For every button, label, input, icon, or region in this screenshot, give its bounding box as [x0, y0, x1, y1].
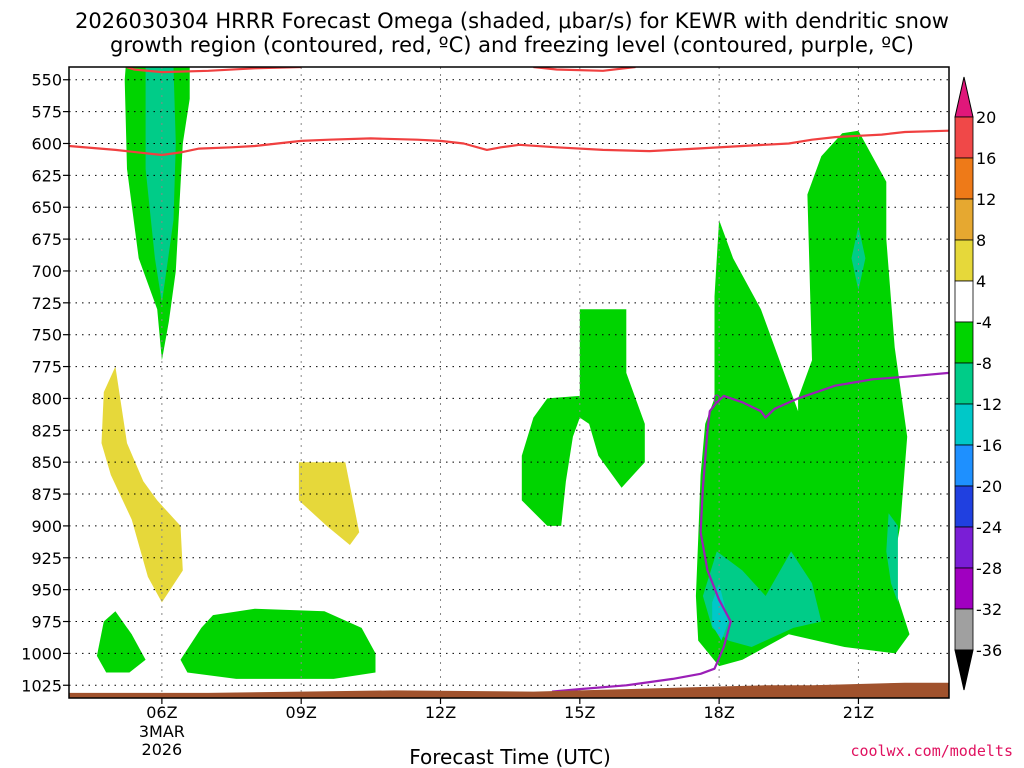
colorbar-band-8 [954, 444, 974, 487]
upward-motion-21z-tower-core [851, 226, 866, 291]
chart-title-line-1: 2026030304 HRRR Forecast Omega (shaded, … [75, 9, 949, 33]
plot-area: 0 [69, 67, 949, 698]
x-tick-label-15: 15Z [564, 703, 595, 722]
y-tick-label-675: 675 [31, 230, 62, 249]
colorbar-label-12: -32 [976, 600, 1002, 619]
y-tick-label-700: 700 [31, 262, 62, 281]
colorbar-band-5 [954, 321, 974, 364]
colorbar-band-6 [954, 362, 974, 405]
colorbar-label-8: -16 [976, 436, 1002, 455]
colorbar-band-1 [954, 157, 974, 200]
upward-motion-high-06z-core [145, 67, 176, 303]
dendritic-growth-upper-mid [533, 67, 636, 72]
omega-shaded-regions [96, 67, 910, 679]
contour-lines: 0 [69, 67, 949, 693]
y-tick-label-925: 925 [31, 549, 62, 568]
colorbar-label-7: -12 [976, 395, 1002, 414]
colorbar-bottom-arrow [954, 649, 974, 691]
colorbar-top-arrow [954, 76, 974, 118]
ground [69, 682, 949, 698]
y-tick-label-725: 725 [31, 294, 62, 313]
y-tick-label-875: 875 [31, 485, 62, 504]
y-tick-label-550: 550 [31, 71, 62, 90]
x-tick-label-12: 12Z [425, 703, 456, 722]
colorbar-label-2: 12 [976, 190, 996, 209]
y-tick-label-825: 825 [31, 421, 62, 440]
dendritic-growth-lower [69, 129, 949, 157]
colorbar-band-11 [954, 567, 974, 610]
y-tick-label-950: 950 [31, 581, 62, 600]
credit-text: coolwx.com/modelts [850, 742, 1013, 760]
x-tick-label-6: 06Z [146, 703, 177, 722]
x-axis-label: Forecast Time (UTC) [409, 745, 611, 768]
colorbar-label-13: -36 [976, 641, 1002, 660]
y-tick-label-1025: 1025 [21, 676, 62, 695]
colorbar-label-3: 8 [976, 231, 986, 250]
colorbar-label-4: 4 [976, 272, 986, 291]
y-tick-label-850: 850 [31, 453, 62, 472]
y-tick-label-900: 900 [31, 517, 62, 536]
colorbar-label-5: -4 [976, 313, 992, 332]
upward-motion-18z-low-core [702, 551, 822, 647]
downward-motion-09z [298, 462, 360, 545]
colorbar-band-4 [954, 280, 974, 323]
y-tick-label-600: 600 [31, 134, 62, 153]
colorbar-label-10: -24 [976, 518, 1002, 537]
chart-title-line-2: growth region (contoured, red, ºC) and f… [110, 33, 914, 57]
y-tick-label-1000: 1000 [21, 644, 62, 663]
downward-motion-06z [101, 366, 183, 603]
x-tick-date-year: 2026 [142, 740, 183, 759]
x-tick-date-month: 3MAR [139, 722, 185, 741]
colorbar: 20 16 12 8 4 -4 -8 -12 -16 -20 -24 -28 -32 -36 [954, 76, 1002, 691]
y-tick-label-775: 775 [31, 358, 62, 377]
y-axis-ticks: 550 575 600 625 650 675 700 725 750 775 800 825 850 8… [21, 71, 69, 695]
colorbar-band-9 [954, 485, 974, 528]
x-tick-label-21: 21Z [843, 703, 874, 722]
upward-motion-low-05z [96, 611, 146, 673]
colorbar-label-6: -8 [976, 354, 992, 373]
y-tick-label-750: 750 [31, 326, 62, 345]
x-tick-label-9: 09Z [286, 703, 317, 722]
upward-motion-low-08z [180, 608, 376, 679]
upward-motion-15z [521, 309, 645, 526]
colorbar-label-9: -20 [976, 477, 1002, 496]
colorbar-band-10 [954, 526, 974, 569]
dendritic-growth-upper-left [126, 67, 302, 74]
colorbar-label-1: 16 [976, 149, 996, 168]
y-tick-label-975: 975 [31, 613, 62, 632]
contour-label-0: 0 [713, 393, 721, 407]
colorbar-label-0: 20 [976, 108, 996, 127]
colorbar-band-7 [954, 403, 974, 446]
upward-motion-21z-low-core [886, 513, 898, 603]
upward-motion-18z-low-core2 [712, 583, 729, 641]
terrain-layer [69, 682, 949, 698]
colorbar-band-0 [954, 116, 974, 159]
colorbar-band-2 [954, 198, 974, 241]
colorbar-label-11: -28 [976, 559, 1002, 578]
y-tick-label-575: 575 [31, 103, 62, 122]
plot-frame [68, 66, 950, 699]
y-tick-label-650: 650 [31, 198, 62, 217]
freezing-level [551, 371, 949, 693]
x-tick-label-18: 18Z [703, 703, 734, 722]
colorbar-band-3 [954, 239, 974, 282]
y-tick-label-625: 625 [31, 166, 62, 185]
y-tick-label-800: 800 [31, 389, 62, 408]
colorbar-band-12 [954, 608, 974, 651]
